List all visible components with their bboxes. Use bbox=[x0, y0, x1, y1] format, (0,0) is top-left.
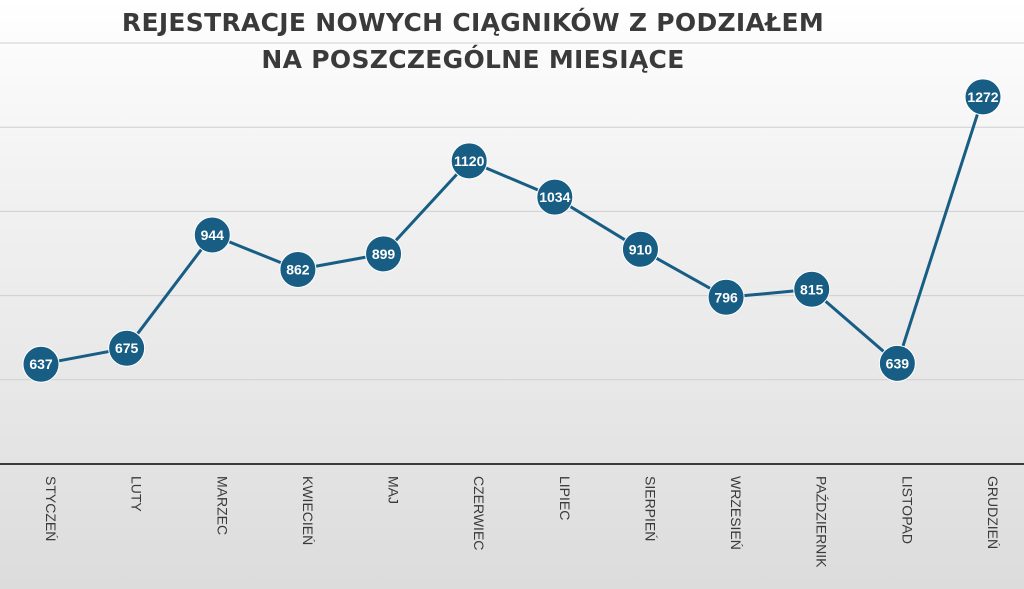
chart-title-line-2: NA POSZCZEGÓLNE MIESIĄCE bbox=[261, 44, 684, 74]
x-tick-label: MAJ bbox=[386, 476, 402, 504]
data-point bbox=[621, 230, 659, 268]
data-point bbox=[964, 78, 1002, 116]
data-point bbox=[193, 216, 231, 254]
x-tick-label: KWIECIEŃ bbox=[300, 476, 316, 545]
x-tick-label: CZERWIEC bbox=[471, 476, 487, 550]
data-point bbox=[22, 345, 60, 383]
data-point bbox=[536, 178, 574, 216]
data-label: 944 bbox=[201, 227, 225, 243]
x-tick-label: GRUDZIEŃ bbox=[985, 476, 1001, 549]
data-point bbox=[108, 329, 146, 367]
chart-title-line-1: REJESTRACJE NOWYCH CIĄGNIKÓW Z PODZIAŁEM bbox=[122, 7, 824, 37]
data-label: 796 bbox=[714, 289, 738, 305]
data-label: 815 bbox=[800, 281, 824, 297]
x-tick-label: LISTOPAD bbox=[899, 476, 915, 544]
data-point bbox=[878, 344, 916, 382]
data-label: 1120 bbox=[454, 153, 485, 169]
data-points: 637 675 944 862 899 1120 1034 910 796 815 639 1272 bbox=[22, 78, 1002, 383]
data-point bbox=[365, 235, 403, 273]
x-tick-label: WRZESIEŃ bbox=[728, 476, 744, 550]
data-label: 639 bbox=[886, 355, 910, 371]
x-tick-label: LIPIEC bbox=[557, 476, 573, 520]
data-point bbox=[450, 142, 488, 180]
data-point bbox=[793, 270, 831, 308]
data-label: 1034 bbox=[539, 189, 570, 205]
data-label: 910 bbox=[629, 241, 653, 257]
data-label: 637 bbox=[29, 356, 53, 372]
x-tick-label: MARZEC bbox=[214, 476, 230, 535]
series-line-group bbox=[40, 96, 985, 366]
data-label: 1272 bbox=[967, 89, 998, 105]
x-tick-label: STYCZEŃ bbox=[43, 476, 59, 541]
data-label: 899 bbox=[372, 246, 396, 262]
x-tick-labels: STYCZEŃ LUTY MARZEC KWIECIEŃ MAJ CZERWIEC LIPI… bbox=[43, 476, 1001, 568]
x-tick-label: PAŹDZIERNIK bbox=[814, 476, 830, 568]
data-label: 675 bbox=[115, 340, 139, 356]
data-point bbox=[279, 250, 317, 288]
gridlines bbox=[0, 42, 1024, 381]
x-tick-label: SIERPIEŃ bbox=[642, 476, 658, 541]
data-point bbox=[707, 278, 745, 316]
x-tick-label: LUTY bbox=[129, 476, 145, 512]
series-line bbox=[40, 96, 985, 366]
data-label: 862 bbox=[286, 261, 310, 277]
